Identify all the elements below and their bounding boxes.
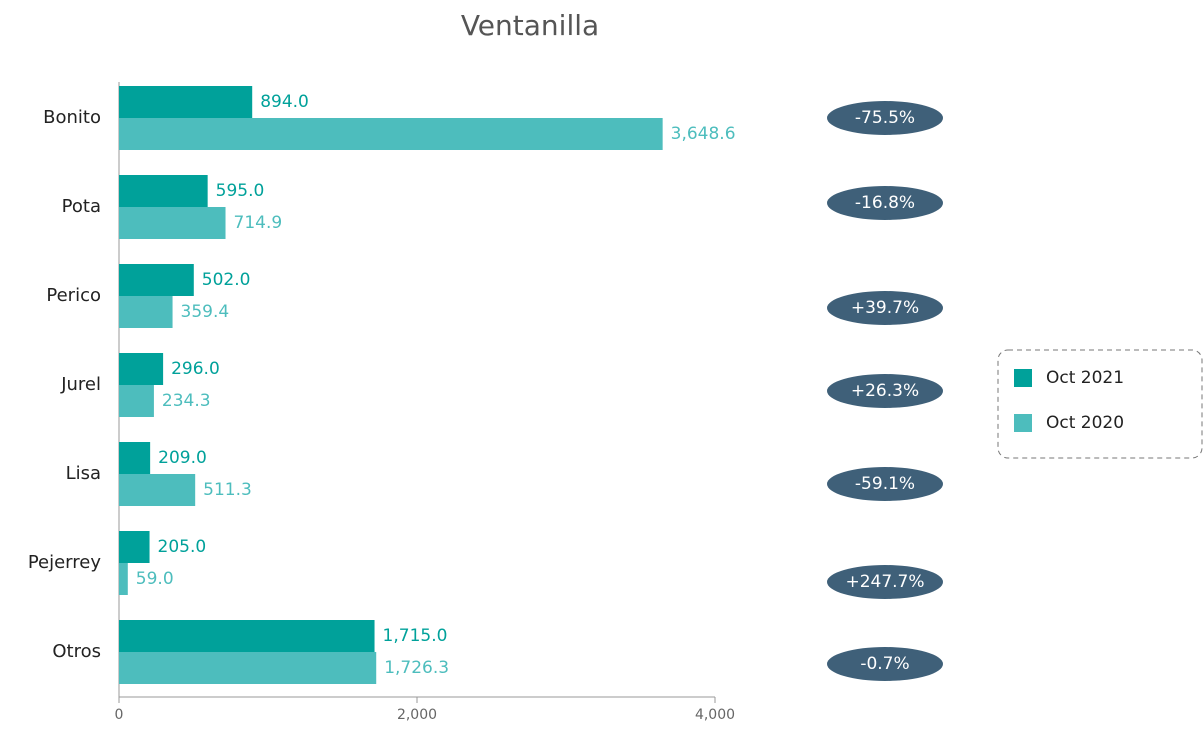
change-pill [827, 467, 943, 501]
change-label: -75.5% [855, 108, 915, 128]
x-tick-label: 0 [115, 707, 124, 723]
change-pill [827, 565, 943, 599]
bar [119, 652, 377, 684]
change-pill [827, 374, 943, 408]
value-label: 894.0 [260, 92, 309, 112]
change-pill [827, 186, 943, 220]
bar [119, 620, 375, 652]
value-label: 714.9 [234, 213, 283, 233]
bar [119, 563, 128, 595]
bar [119, 531, 150, 563]
bar [119, 442, 151, 474]
category-label: Pota [62, 196, 101, 217]
value-label: 1,715.0 [383, 626, 448, 646]
change-label: +39.7% [851, 298, 919, 318]
bar [119, 296, 173, 328]
bar [119, 86, 253, 118]
bar [119, 118, 663, 150]
bar [119, 385, 154, 417]
value-label: 205.0 [158, 537, 207, 557]
legend-swatch [1014, 369, 1032, 387]
bar [119, 175, 208, 207]
legend-box [997, 349, 1203, 459]
category-label: Bonito [43, 107, 101, 128]
category-label: Jurel [60, 374, 101, 395]
category-label: Otros [52, 641, 101, 662]
category-label: Perico [46, 285, 101, 306]
bar [119, 207, 226, 239]
value-label: 296.0 [171, 359, 220, 379]
legend-label: Oct 2021 [1046, 368, 1124, 388]
change-label: -0.7% [860, 654, 909, 674]
x-tick-label: 2,000 [397, 707, 437, 723]
category-label: Pejerrey [28, 552, 102, 573]
change-label: -16.8% [855, 193, 915, 213]
value-label: 59.0 [136, 569, 174, 589]
value-label: 234.3 [162, 391, 211, 411]
bar [119, 474, 196, 506]
change-pill [827, 291, 943, 325]
value-label: 511.3 [203, 480, 252, 500]
legend-label: Oct 2020 [1046, 413, 1124, 433]
bar [119, 353, 164, 385]
change-label: +247.7% [845, 572, 924, 592]
change-label: -59.1% [855, 474, 915, 494]
chart-title: Ventanilla [461, 9, 599, 42]
category-label: Lisa [66, 463, 101, 484]
change-pill [827, 647, 943, 681]
bar [119, 264, 194, 296]
value-label: 3,648.6 [671, 124, 736, 144]
value-label: 359.4 [181, 302, 230, 322]
legend-swatch [1014, 414, 1032, 432]
value-label: 595.0 [216, 181, 265, 201]
change-label: +26.3% [851, 381, 919, 401]
change-pill [827, 101, 943, 135]
x-tick-label: 4,000 [695, 707, 735, 723]
value-label: 1,726.3 [384, 658, 449, 678]
value-label: 502.0 [202, 270, 251, 290]
value-label: 209.0 [158, 448, 207, 468]
